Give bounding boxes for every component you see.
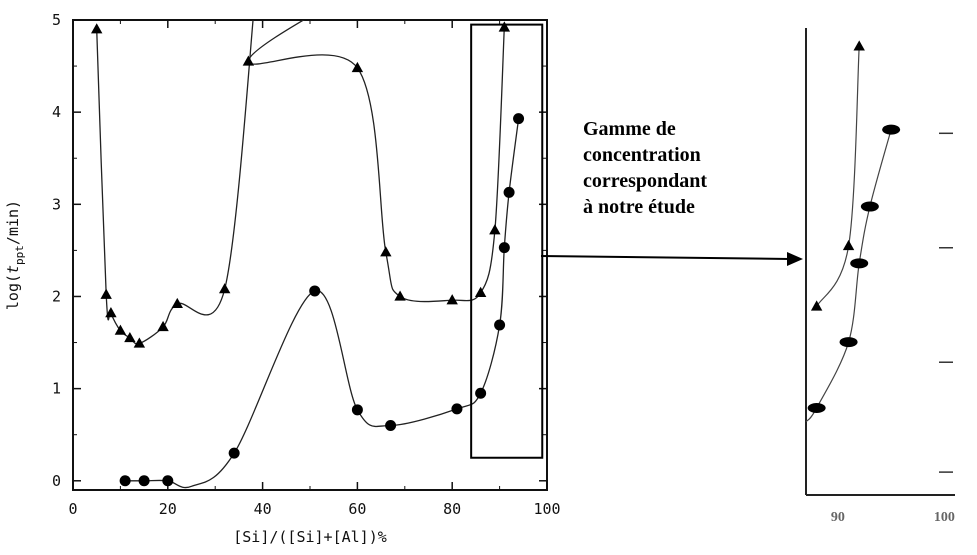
x-tick-label: 100	[533, 500, 560, 518]
main-plot-frame	[72, 19, 548, 491]
inset-curves	[805, 46, 892, 423]
data-point-triangle	[810, 300, 823, 311]
data-point-circle	[498, 242, 510, 254]
data-point-circle	[807, 403, 826, 414]
y-tick-label: 1	[52, 380, 61, 398]
data-point-circle	[513, 113, 525, 125]
data-point-triangle	[380, 246, 392, 257]
x-tick-label: 60	[348, 500, 366, 518]
annotation-line: à notre étude	[583, 196, 695, 218]
pointer-arrow	[540, 255, 791, 260]
data-point-triangle	[842, 239, 855, 251]
pointer-arrowhead	[787, 252, 803, 266]
data-point-triangle	[114, 324, 127, 335]
data-point-triangle	[394, 290, 406, 301]
data-point-circle	[475, 387, 487, 399]
inset-x-tick-label: 90	[831, 510, 845, 525]
y-tick-label: 2	[52, 287, 61, 305]
data-point-circle	[503, 186, 515, 198]
range-annotation: Gamme de concentration correspondant à n…	[583, 116, 773, 220]
data-point-triangle	[498, 21, 511, 32]
data-point-triangle	[474, 286, 487, 297]
inset-plot: 90 100	[805, 28, 955, 525]
x-tick-label: 80	[443, 500, 461, 518]
annotation-line: Gamme de	[583, 118, 676, 140]
data-point-triangle	[853, 40, 865, 51]
data-point-circle	[839, 337, 858, 348]
y-axis-label-variable: t	[4, 265, 22, 274]
y-tick-label: 4	[52, 103, 61, 121]
inset-curve-circle	[805, 129, 892, 423]
data-point-triangle	[91, 23, 103, 34]
y-tick-label: 0	[52, 472, 61, 490]
main-plot: 0 20 40 60 80 100 0 1 2 3 4 5 [Si]/([Si]+[Al])% log…	[4, 11, 561, 546]
main-curves	[96, 20, 520, 489]
y-axis-label-suffix: /min)	[4, 200, 22, 245]
data-point-circle	[882, 124, 901, 135]
y-tick-label: 5	[52, 11, 61, 29]
data-point-triangle	[446, 294, 458, 305]
data-point-triangle	[489, 224, 501, 235]
inset-axis-ticks: 90 100	[831, 132, 955, 525]
data-point-circle	[309, 285, 321, 297]
main-markers	[91, 21, 525, 487]
x-axis-label: [Si]/([Si]+[Al])%	[233, 528, 387, 546]
series-curve-triangle	[96, 20, 254, 345]
x-tick-label: 40	[254, 500, 272, 518]
series-curve-circle	[125, 118, 520, 489]
data-point-triangle	[100, 288, 112, 299]
data-point-triangle	[133, 337, 146, 348]
data-point-circle	[351, 404, 363, 416]
inset-curve-triangle	[816, 46, 860, 307]
highlight-box	[470, 23, 544, 459]
data-point-circle	[850, 258, 869, 269]
annotation-line: correspondant	[583, 170, 708, 192]
data-point-circle	[162, 475, 174, 487]
data-point-triangle	[124, 331, 136, 343]
data-point-circle	[119, 475, 131, 487]
data-point-triangle	[242, 55, 255, 66]
data-point-circle	[451, 403, 463, 415]
annotation-line: concentration	[583, 144, 701, 166]
y-tick-label: 3	[52, 195, 61, 213]
y-axis-label-subscript: ppt	[13, 245, 26, 265]
series-curve-triangle	[247, 20, 505, 303]
data-point-circle	[860, 201, 879, 212]
data-point-circle	[138, 475, 150, 487]
data-point-triangle	[157, 320, 169, 332]
x-tick-label: 0	[68, 500, 77, 518]
inset-markers	[807, 40, 901, 414]
inset-x-tick-label: 100	[934, 510, 955, 525]
data-point-triangle	[105, 307, 117, 318]
data-point-triangle	[351, 61, 364, 73]
main-axis-ticks: 0 20 40 60 80 100 0 1 2 3 4 5	[52, 11, 561, 518]
data-point-triangle	[218, 283, 231, 294]
data-point-circle	[494, 319, 506, 331]
y-axis-label: log(tppt/min)	[4, 200, 26, 310]
y-axis-label-prefix: log(	[4, 274, 22, 310]
data-point-circle	[228, 447, 240, 459]
data-point-triangle	[171, 297, 183, 309]
x-tick-label: 20	[159, 500, 177, 518]
data-point-circle	[385, 419, 397, 431]
